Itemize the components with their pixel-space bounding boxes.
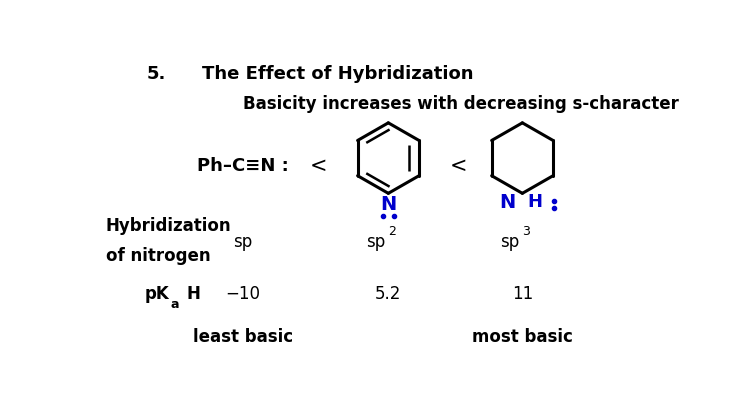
Text: H: H: [527, 193, 542, 211]
Text: Basicity increases with decreasing s-character: Basicity increases with decreasing s-cha…: [243, 95, 678, 113]
Text: 11: 11: [511, 285, 533, 303]
Text: a: a: [171, 298, 179, 311]
Text: 2: 2: [388, 225, 396, 238]
Text: sp: sp: [366, 233, 386, 252]
Text: 5.2: 5.2: [375, 285, 402, 303]
Text: <: <: [450, 156, 467, 176]
Text: pK: pK: [145, 285, 170, 303]
Text: N: N: [381, 195, 396, 214]
Text: 5.: 5.: [147, 64, 166, 83]
Text: least basic: least basic: [193, 328, 293, 346]
Text: H: H: [186, 285, 200, 303]
Text: Ph–C≡N :: Ph–C≡N :: [197, 157, 289, 175]
Text: most basic: most basic: [472, 328, 573, 346]
Text: <: <: [310, 156, 327, 176]
Text: N: N: [499, 193, 515, 212]
Text: sp: sp: [500, 233, 520, 252]
Text: The Effect of Hybridization: The Effect of Hybridization: [202, 64, 473, 83]
Text: Hybridization: Hybridization: [105, 217, 232, 235]
Text: sp: sp: [233, 233, 252, 252]
Text: −10: −10: [225, 285, 260, 303]
Text: 3: 3: [522, 225, 529, 238]
Text: of nitrogen: of nitrogen: [105, 247, 211, 265]
